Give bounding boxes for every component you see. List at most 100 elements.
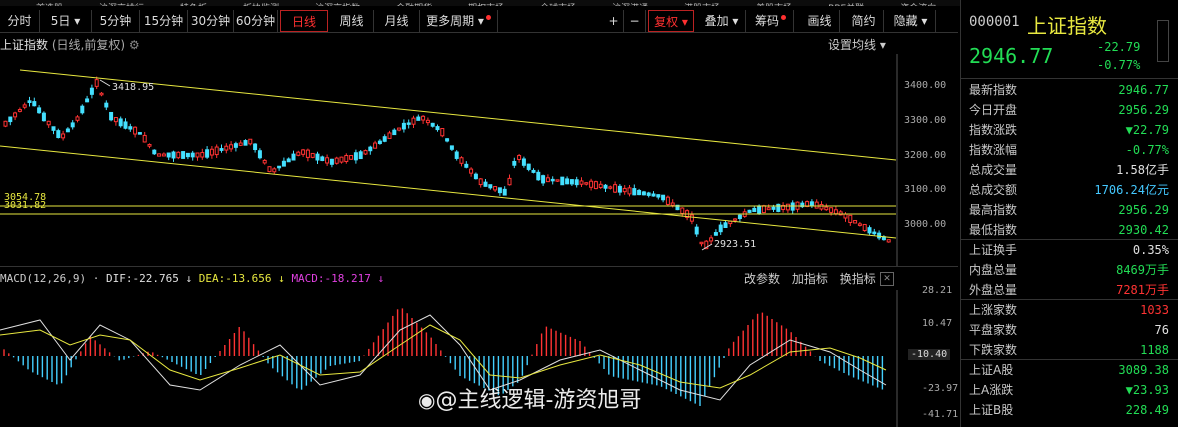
candle-body <box>454 151 459 159</box>
candle-body <box>833 209 838 215</box>
tab-weekly[interactable]: 周线 <box>330 10 374 32</box>
candle-body <box>382 136 387 142</box>
candle-body <box>411 117 416 125</box>
candle-body <box>584 182 589 185</box>
candle-body <box>65 128 70 133</box>
high-annotation: 3418.95 <box>112 82 154 93</box>
kline-chart[interactable]: 3418.95 2923.51 3054.78 3031.82 <box>0 54 958 266</box>
tab-5min[interactable]: 5分钟 <box>92 10 140 32</box>
candle-body <box>152 149 157 155</box>
tab-5day[interactable]: 5日 ▾ <box>40 10 92 32</box>
candle-body <box>421 115 426 121</box>
switch-indicator-button[interactable]: 换指标 <box>839 272 876 286</box>
candle-body <box>886 239 891 243</box>
candle-body <box>848 214 853 223</box>
change-params-button[interactable]: 改参数 <box>744 272 781 286</box>
candle-body <box>195 152 200 158</box>
fuquan-dropdown[interactable]: 复权 ▾ <box>648 10 694 32</box>
index-code: 000001 <box>969 14 1020 30</box>
candle-body <box>805 201 810 208</box>
candle-body <box>353 152 358 161</box>
lower-trendline <box>0 145 897 239</box>
chart-header: 上证指数 (日线,前复权) ⚙ <box>0 36 140 54</box>
candle-body <box>771 206 776 210</box>
scroll-handle[interactable] <box>1157 20 1169 62</box>
add-indicator-button[interactable]: 加指标 <box>791 272 828 286</box>
candle-body <box>838 211 843 216</box>
candle-body <box>325 157 330 164</box>
quote-row-label: 今日开盘 <box>969 103 1018 117</box>
candle-body <box>286 158 291 163</box>
candle-body <box>622 187 627 193</box>
zoom-in-button[interactable]: + <box>604 10 624 32</box>
quote-row-label: 外盘总量 <box>969 283 1018 297</box>
quote-row: 最低指数 2930.42 <box>969 220 1173 240</box>
quote-row-value: 8469万手 <box>1116 263 1169 277</box>
quote-row-label: 上涨家数 <box>969 303 1018 317</box>
quote-row: 下跌家数 1188 <box>969 340 1173 360</box>
quote-row: 最新指数 2946.77 <box>969 80 1173 100</box>
low-arrow-icon <box>701 243 713 251</box>
toolbar-divider <box>0 32 958 33</box>
tab-60min[interactable]: 60分钟 <box>234 10 278 32</box>
more-period-dropdown[interactable]: 更多周期 ▾ <box>420 10 498 32</box>
close-icon[interactable]: ✕ <box>880 272 894 286</box>
tab-fenshi[interactable]: 分时 <box>0 10 40 32</box>
candle-body <box>27 100 32 103</box>
draw-line-button[interactable]: 画线 <box>800 10 840 32</box>
candle-body <box>814 201 819 209</box>
divider <box>961 299 1178 300</box>
quote-row-value: 76 <box>1154 323 1169 337</box>
candle-body <box>392 129 397 136</box>
tab-30min[interactable]: 30分钟 <box>188 10 234 32</box>
quote-row-label: 最新指数 <box>969 83 1018 97</box>
candle-body <box>243 140 248 146</box>
candle-body <box>296 151 301 156</box>
overlay-dropdown[interactable]: 叠加 ▾ <box>698 10 746 32</box>
quote-row: 上A涨跌 ▼23.93 <box>969 380 1173 400</box>
tab-monthly[interactable]: 月线 <box>374 10 420 32</box>
hide-dropdown[interactable]: 隐藏 ▾ <box>886 10 936 32</box>
quote-row-label: 平盘家数 <box>969 323 1018 337</box>
tab-daily[interactable]: 日线 <box>280 10 328 32</box>
candle-body <box>589 180 594 188</box>
tab-15min[interactable]: 15分钟 <box>140 10 188 32</box>
candle-body <box>747 209 752 213</box>
macd-chart[interactable] <box>0 290 958 427</box>
high-arrow-icon <box>99 79 111 87</box>
candle-body <box>157 153 162 157</box>
candle-body <box>843 213 848 219</box>
candle-body <box>862 223 867 232</box>
simple-button[interactable]: 简约 <box>844 10 884 32</box>
candle-body <box>819 203 824 210</box>
candle-body <box>517 155 522 160</box>
weibo-icon: ◉ <box>418 388 436 412</box>
candle-body <box>89 87 94 95</box>
candle-body <box>670 202 675 206</box>
candle-body <box>205 149 210 158</box>
candle-body <box>824 206 829 211</box>
candle-body <box>416 116 421 121</box>
set-ma-button[interactable]: 设置均线 ▾ <box>828 38 886 52</box>
macd-y-tick: -41.71 <box>922 409 959 420</box>
candle-body <box>867 227 872 234</box>
quote-row-label: 指数涨幅 <box>969 143 1018 157</box>
quote-row: 总成交额 1706.24亿元 <box>969 180 1173 200</box>
candle-body <box>752 207 757 212</box>
candle-body <box>80 105 85 114</box>
quote-row-value: 2956.29 <box>1118 203 1169 217</box>
gear-icon[interactable]: ⚙ <box>128 38 140 52</box>
quote-row: 上证换手 0.35% <box>969 240 1173 260</box>
candle-body <box>608 186 613 189</box>
candle-body <box>617 185 622 193</box>
zoom-out-button[interactable]: − <box>624 10 646 32</box>
candle-body <box>483 181 488 187</box>
candle-body <box>339 156 344 163</box>
quote-row-label: 上证A股 <box>969 363 1014 377</box>
candle-body <box>445 138 450 142</box>
candle-body <box>166 152 171 158</box>
candle-body <box>61 133 66 139</box>
quote-row-label: 总成交量 <box>969 163 1018 177</box>
quote-row: 平盘家数 76 <box>969 320 1173 340</box>
chips-button[interactable]: 筹码 <box>748 10 794 32</box>
